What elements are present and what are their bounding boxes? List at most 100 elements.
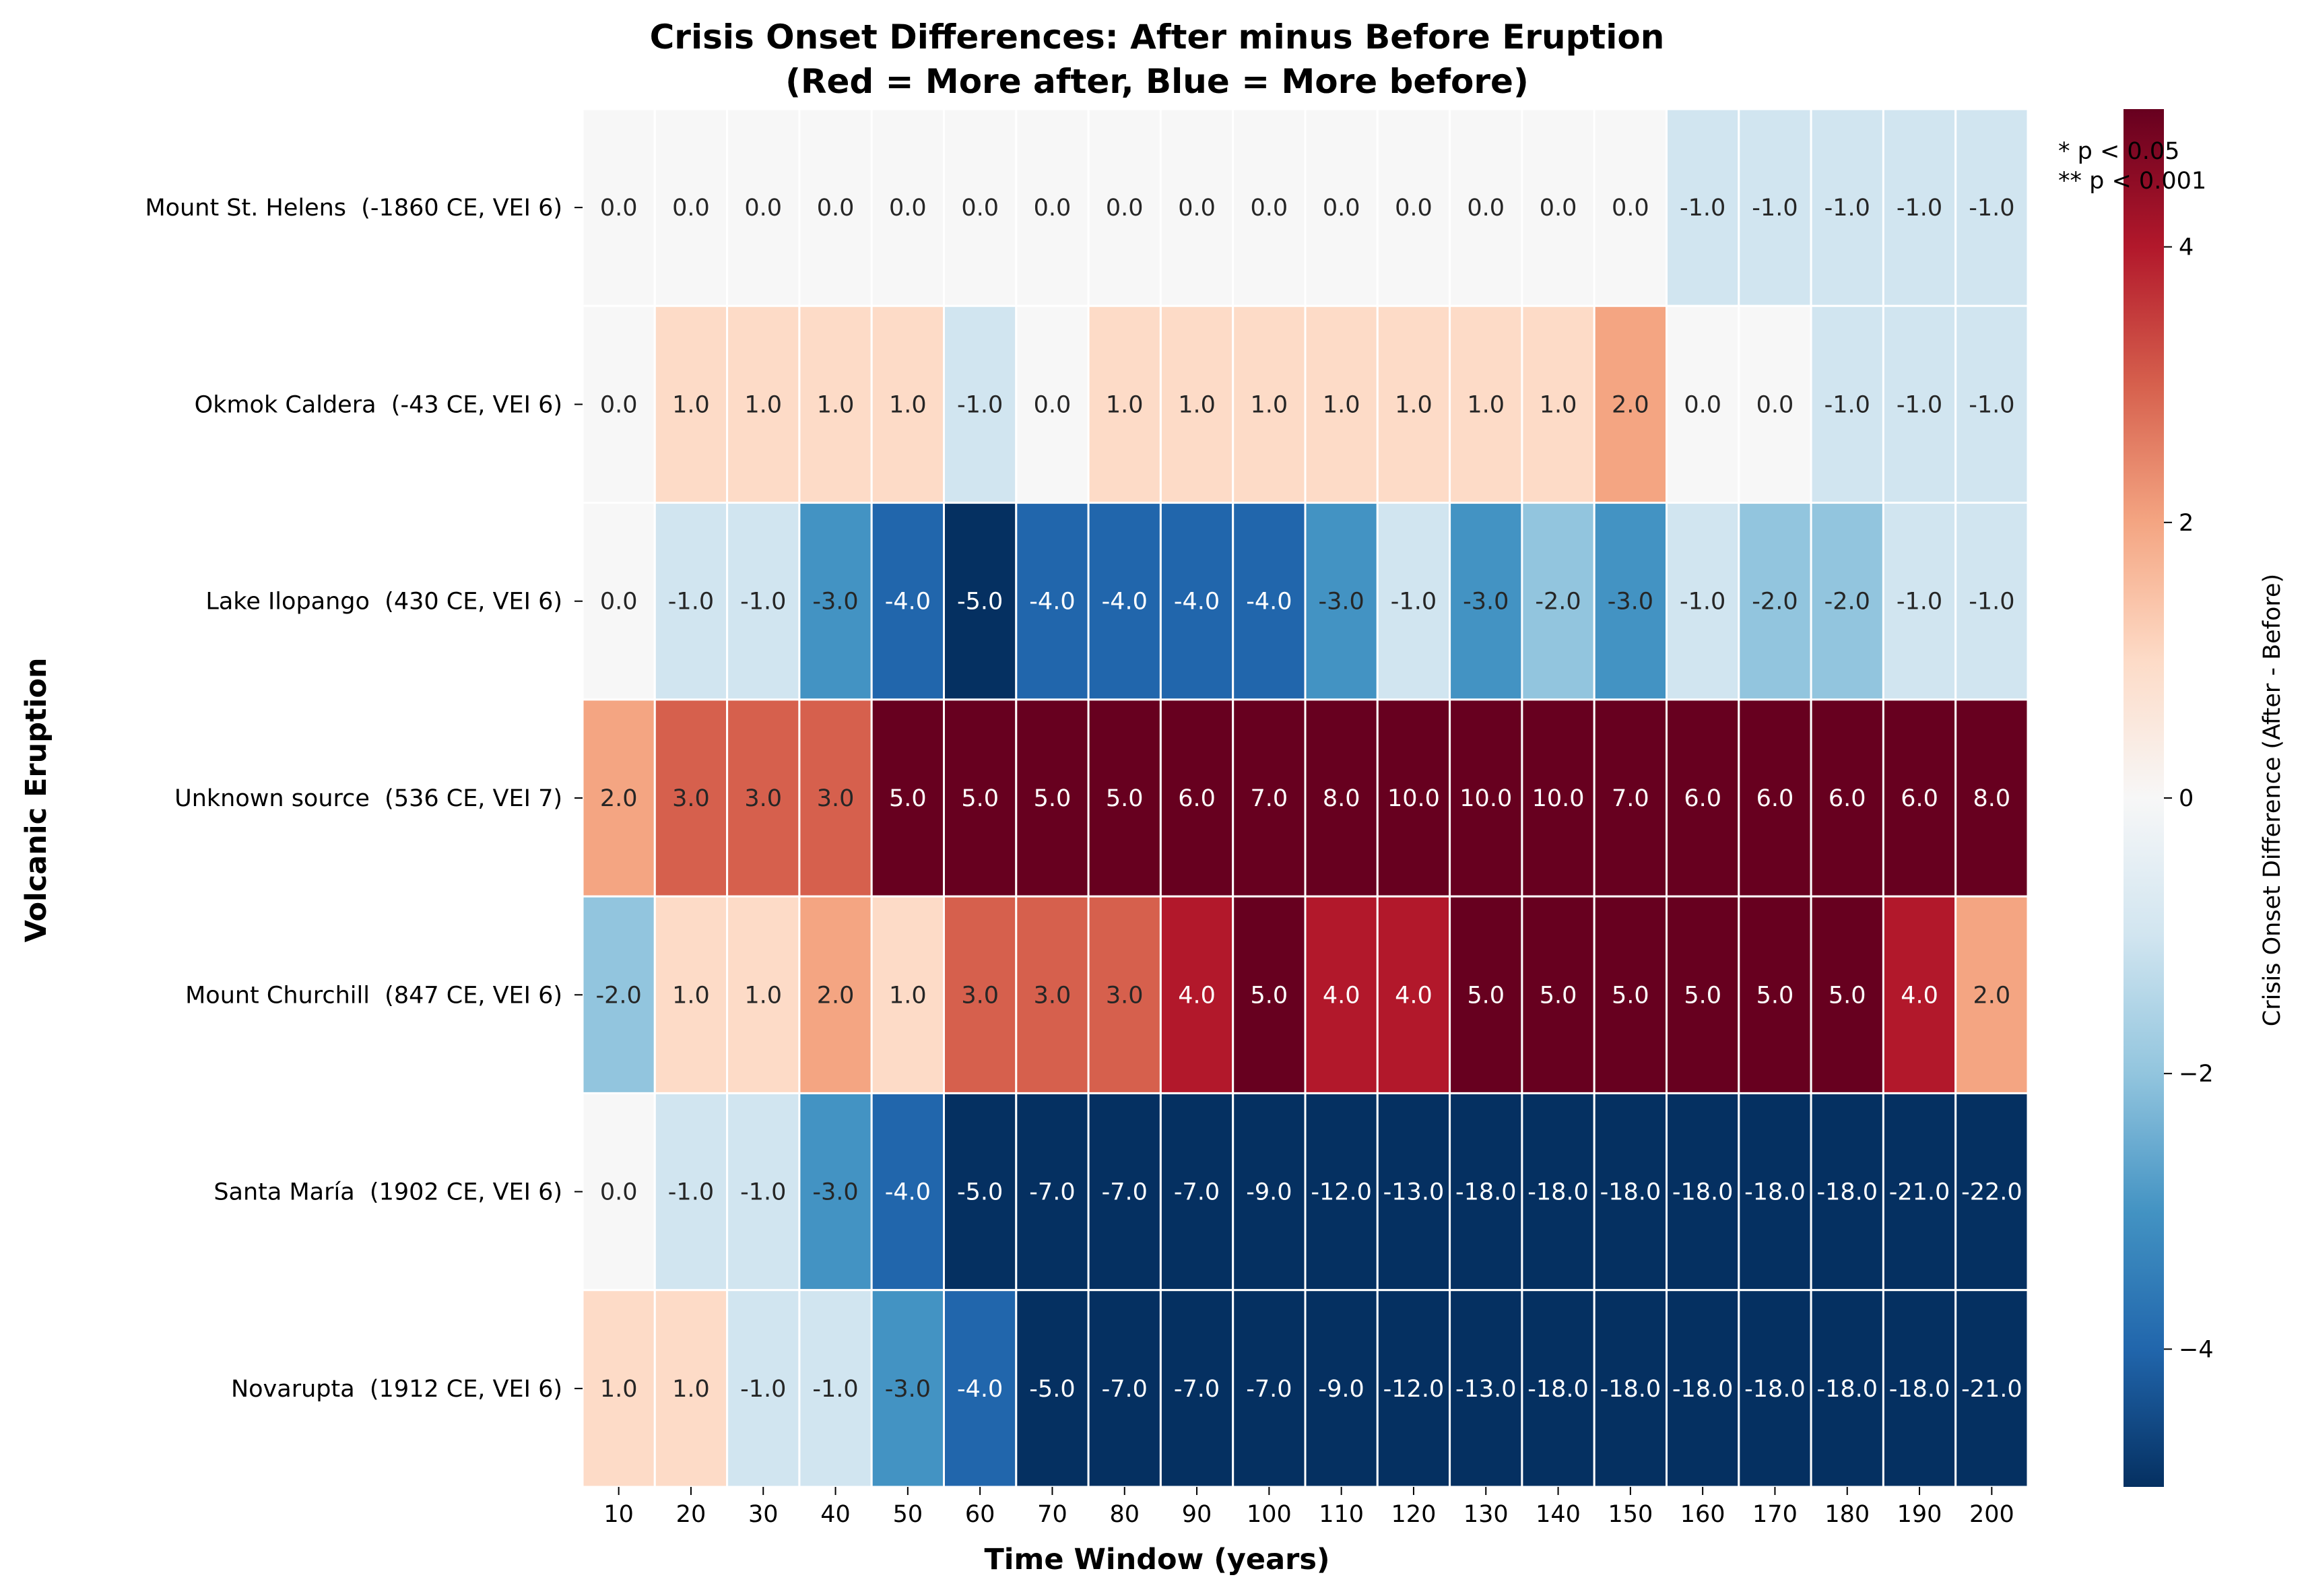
row-label: Unknown source (536 CE, VEI 7) xyxy=(174,785,562,812)
heatmap-cell-labels: 0.0 0.0 0.0 0.0 0.0 0.0 0.0 0.0 0.0 0.0 0.0 0.0 0.0 0… xyxy=(596,195,2022,1403)
cell-value-label: -4.0 xyxy=(885,1179,931,1206)
column-label: 180 xyxy=(1824,1501,1870,1528)
cell-value-label: 1.0 xyxy=(1106,391,1144,418)
heatmap-cell xyxy=(1521,698,1595,898)
cell-value-label: -4.0 xyxy=(1102,589,1148,616)
heatmap-cell xyxy=(1449,502,1523,701)
heatmap-cell xyxy=(726,304,801,504)
row-label: Lake Ilopango (430 CE, VEI 6) xyxy=(205,589,562,616)
heatmap-cell xyxy=(1015,895,1090,1094)
column-label: 20 xyxy=(676,1501,706,1528)
cell-value-label: 0.0 xyxy=(744,195,782,222)
cell-value-label: 0.0 xyxy=(1034,391,1072,418)
cell-value-label: 0.0 xyxy=(1034,195,1072,222)
cell-value-label: 2.0 xyxy=(600,785,638,812)
heatmap-cell xyxy=(1882,895,1957,1094)
cell-value-label: -18.0 xyxy=(1816,1179,1878,1206)
heatmap-cell xyxy=(1232,502,1307,701)
heatmap-cell xyxy=(1666,1092,1740,1292)
colorbar-ticks: 4 2 0 −2 −4 xyxy=(2164,234,2214,1363)
cell-value-label: 3.0 xyxy=(1106,982,1144,1009)
cell-value-label: -3.0 xyxy=(885,1376,931,1403)
heatmap-cell xyxy=(798,698,873,898)
heatmap-cell xyxy=(1087,304,1162,504)
heatmap-cell xyxy=(1232,108,1307,307)
x-axis-title: Time Window (years) xyxy=(984,1543,1329,1576)
cell-value-label: -3.0 xyxy=(1319,589,1364,616)
cell-value-label: 3.0 xyxy=(961,982,999,1009)
heatmap-cell xyxy=(1954,1289,2029,1488)
cell-value-label: -3.0 xyxy=(1463,589,1509,616)
cell-value-label: -4.0 xyxy=(1174,589,1220,616)
significance-note-1: * p < 0.05 xyxy=(2058,138,2179,165)
row-labels: Mount St. Helens (-1860 CE, VEI 6) Okmok … xyxy=(145,195,583,1403)
cell-value-label: -18.0 xyxy=(1889,1376,1950,1403)
cell-value-label: 2.0 xyxy=(1612,391,1649,418)
column-label: 100 xyxy=(1247,1501,1292,1528)
cell-value-label: 8.0 xyxy=(1973,785,2011,812)
heatmap-cell xyxy=(1015,1289,1090,1488)
heatmap-cell xyxy=(943,1289,1018,1488)
heatmap-cell xyxy=(1304,502,1379,701)
colorbar-tick-label: −2 xyxy=(2179,1061,2214,1088)
cell-value-label: 1.0 xyxy=(889,391,927,418)
heatmap-cell xyxy=(653,108,729,307)
cell-value-label: 0.0 xyxy=(817,195,855,222)
heatmap-cell xyxy=(726,502,801,701)
colorbar-tick-label: 2 xyxy=(2179,510,2194,537)
column-label: 150 xyxy=(1608,1501,1653,1528)
cell-value-label: -7.0 xyxy=(1102,1376,1148,1403)
column-label: 70 xyxy=(1037,1501,1067,1528)
heatmap-cell xyxy=(1376,698,1451,898)
cell-value-label: 5.0 xyxy=(1251,982,1288,1009)
column-label: 40 xyxy=(820,1501,851,1528)
heatmap-cell xyxy=(1810,1289,1884,1488)
heatmap-cell xyxy=(1882,502,1957,701)
cell-value-label: 5.0 xyxy=(1540,982,1577,1009)
heatmap-cell xyxy=(1159,895,1235,1094)
cell-value-label: 10.0 xyxy=(1459,785,1512,812)
cell-value-label: -1.0 xyxy=(812,1376,858,1403)
column-label: 120 xyxy=(1391,1501,1437,1528)
cell-value-label: 6.0 xyxy=(1684,785,1721,812)
cell-value-label: 0.0 xyxy=(961,195,999,222)
cell-value-label: 10.0 xyxy=(1532,785,1585,812)
cell-value-label: -18.0 xyxy=(1600,1376,1661,1403)
heatmap-cell xyxy=(1159,698,1235,898)
cell-value-label: 3.0 xyxy=(672,785,710,812)
cell-value-label: 1.0 xyxy=(1395,391,1433,418)
chart-subtitle: (Red = More after, Blue = More before) xyxy=(785,62,1529,101)
cell-value-label: 0.0 xyxy=(1612,195,1649,222)
cell-value-label: -7.0 xyxy=(1246,1376,1292,1403)
cell-value-label: -21.0 xyxy=(1961,1376,2022,1403)
cell-value-label: 1.0 xyxy=(672,982,710,1009)
cell-value-label: 4.0 xyxy=(1178,982,1216,1009)
cell-value-label: -1.0 xyxy=(957,391,1003,418)
heatmap-cell xyxy=(1159,304,1235,504)
heatmap-cell xyxy=(943,698,1018,898)
heatmap-cell xyxy=(1954,698,2029,898)
cell-value-label: 0.0 xyxy=(1251,195,1288,222)
cell-value-label: -18.0 xyxy=(1816,1376,1878,1403)
cell-value-label: 1.0 xyxy=(672,1376,710,1403)
cell-value-label: 1.0 xyxy=(889,982,927,1009)
cell-value-label: -1.0 xyxy=(1897,391,1942,418)
heatmap-cell xyxy=(1882,698,1957,898)
cell-value-label: -18.0 xyxy=(1744,1179,1806,1206)
cell-value-label: 0.0 xyxy=(1540,195,1577,222)
heatmap-cell xyxy=(1376,1289,1451,1488)
cell-value-label: 7.0 xyxy=(1251,785,1288,812)
cell-value-label: 0.0 xyxy=(672,195,710,222)
y-axis-title: Volcanic Eruption xyxy=(20,658,53,943)
heatmap-cell xyxy=(726,895,801,1094)
row-label: Mount St. Helens (-1860 CE, VEI 6) xyxy=(145,195,562,222)
cell-value-label: -1.0 xyxy=(1680,195,1725,222)
cell-value-label: 1.0 xyxy=(1540,391,1577,418)
heatmap-cell xyxy=(1015,698,1090,898)
heatmap-cell xyxy=(1304,1289,1379,1488)
cell-value-label: -18.0 xyxy=(1600,1179,1661,1206)
heatmap-cell xyxy=(943,502,1018,701)
cell-value-label: 0.0 xyxy=(1467,195,1505,222)
heatmap-cell xyxy=(581,108,656,307)
heatmap-cell xyxy=(1593,1289,1668,1488)
